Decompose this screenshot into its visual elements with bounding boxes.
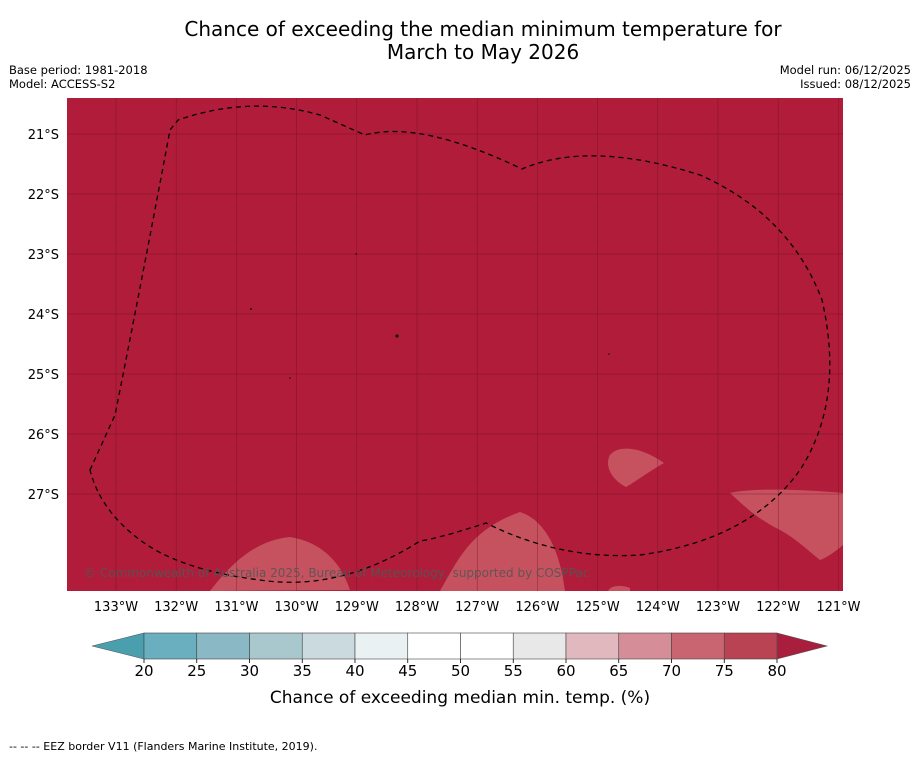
chart-title: Chance of exceeding the median minimum t… [0, 18, 919, 64]
island-speck [355, 253, 357, 255]
lon-label: 131°W [214, 600, 258, 615]
lat-label: 21°S [28, 128, 59, 143]
lat-label: 25°S [28, 368, 59, 383]
lon-label: 127°W [455, 600, 499, 615]
colorbar-cell [671, 632, 725, 660]
patch-right-edge [730, 489, 843, 560]
island-speck [289, 377, 291, 379]
colorbar-over-arrow [776, 632, 829, 660]
issued-date: Issued: 08/12/2025 [800, 77, 911, 91]
colorbar-cell [460, 632, 514, 660]
lon-label: 123°W [696, 600, 740, 615]
lon-label: 122°W [756, 600, 800, 615]
lon-label: 128°W [395, 600, 439, 615]
lon-label: 121°W [816, 600, 860, 615]
lon-label: 130°W [275, 600, 319, 615]
colorbar-tick-label: 50 [451, 662, 470, 680]
lat-label: 24°S [28, 308, 59, 323]
graticule [67, 98, 843, 591]
lon-label: 125°W [576, 600, 620, 615]
colorbar-tick-label: 65 [609, 662, 628, 680]
latitude-labels: 21°S 22°S 23°S 24°S 25°S 26°S 27°S [28, 128, 59, 503]
base-period: Base period: 1981-2018 [9, 63, 148, 77]
lon-label: 124°W [636, 600, 680, 615]
eez-footnote: -- -- -- EEZ border V11 (Flanders Marine… [9, 740, 318, 753]
colorbar-cell [354, 632, 409, 660]
colorbar-cell [565, 632, 620, 660]
colorbar-cell [723, 632, 778, 660]
colorbar-cell [618, 632, 672, 660]
colorbar-tick-label: 60 [556, 662, 575, 680]
lon-label: 132°W [154, 600, 198, 615]
island-speck [395, 334, 399, 338]
colorbar-under-arrow [91, 632, 145, 660]
colorbar-tick-label: 25 [187, 662, 206, 680]
island-markers [250, 253, 610, 379]
colorbar-tick-label: 55 [504, 662, 523, 680]
colorbar-cell [301, 632, 356, 660]
island-speck [250, 308, 252, 310]
patch-bottom-small [608, 585, 630, 591]
colorbar-tick-label: 75 [715, 662, 734, 680]
copyright-text: © Commonwealth of Australia 2025, Bureau… [84, 566, 589, 580]
model-info: Base period: 1981-2018 Model: ACCESS-S2 [9, 63, 148, 91]
colorbar-tick-label: 30 [240, 662, 259, 680]
colorbar-cell [407, 632, 461, 660]
title-line-2: March to May 2026 [386, 40, 580, 64]
lat-label: 26°S [28, 428, 59, 443]
colorbar-cell [196, 632, 250, 660]
colorbar-tick-label: 70 [662, 662, 681, 680]
lon-label: 126°W [515, 600, 559, 615]
colorbar-cell [249, 632, 303, 660]
lon-label: 133°W [94, 600, 138, 615]
patch-lower-middle [440, 512, 565, 591]
colorbar-cell [143, 632, 198, 660]
longitude-labels: 133°W 132°W 131°W 130°W 129°W 128°W 127°W 126°W… [94, 600, 861, 615]
model-name: Model: ACCESS-S2 [9, 77, 116, 91]
map-background [67, 98, 843, 591]
colorbar-tick-label: 40 [345, 662, 364, 680]
model-run: Model run: 06/12/2025 [779, 63, 911, 77]
lon-label: 129°W [335, 600, 379, 615]
colorbar-cell [512, 632, 567, 660]
run-info: Model run: 06/12/2025 Issued: 08/12/2025 [780, 63, 911, 91]
colorbar: 20 25 30 35 40 45 50 55 60 65 70 75 80 Chance of exc… [91, 632, 829, 708]
patch-right-middle [607, 448, 664, 487]
probability-patches [210, 448, 843, 591]
colorbar-tick-label: 35 [293, 662, 312, 680]
island-speck [608, 353, 610, 355]
colorbar-tick-label: 45 [398, 662, 417, 680]
lat-label: 22°S [28, 188, 59, 203]
lat-label: 27°S [28, 488, 59, 503]
lat-label: 23°S [28, 248, 59, 263]
colorbar-tick-label: 20 [134, 662, 153, 680]
eez-border [89, 105, 831, 583]
colorbar-tick-label: 80 [767, 662, 786, 680]
title-line-1: Chance of exceeding the median minimum t… [184, 17, 782, 41]
colorbar-label: Chance of exceeding median min. temp. (%… [270, 688, 650, 708]
